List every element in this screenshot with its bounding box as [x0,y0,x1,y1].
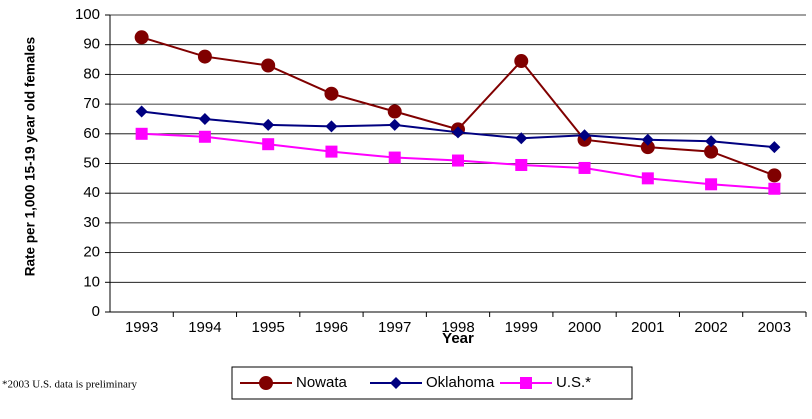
marker [325,145,338,158]
y-tick-label: 100 [75,6,100,23]
y-tick-label: 40 [83,184,100,201]
y-tick-label: 50 [83,154,100,171]
marker [325,120,338,133]
y-tick-label: 20 [83,244,100,261]
x-tick-label: 2000 [568,319,601,336]
y-axis-label: Rate per 1,000 15-19 year old females [22,36,38,277]
marker [705,178,718,191]
marker [767,168,782,183]
marker [198,130,211,143]
marker [197,49,212,64]
marker [520,377,532,389]
x-tick-label: 1998 [441,319,474,336]
marker [324,86,339,101]
marker [388,151,401,164]
y-tick-label: 30 [83,214,100,231]
x-tick-label: 2002 [694,319,727,336]
x-tick-label: 1999 [505,319,538,336]
marker [641,133,654,146]
x-tick-label: 2001 [631,319,664,336]
marker [262,138,275,151]
marker [705,135,718,148]
x-tick-label: 2003 [758,319,791,336]
footnote: *2003 U.S. data is preliminary [2,379,138,391]
y-tick-label: 60 [83,125,100,142]
marker [452,126,464,139]
marker [578,161,591,174]
y-tick-label: 70 [83,95,100,112]
marker [259,376,273,390]
marker [641,172,654,185]
marker [515,158,528,171]
legend-label: U.S.* [556,374,591,391]
x-tick-label: 1996 [315,319,348,336]
marker [768,182,781,195]
marker [135,105,148,118]
marker [390,377,402,389]
x-tick-label: 1993 [125,319,158,336]
marker [262,118,275,131]
legend-label: Nowata [296,374,348,391]
y-tick-label: 80 [83,65,100,82]
marker [578,129,591,142]
y-tick-label: 90 [83,36,100,53]
legend-label: Oklahoma [426,374,495,391]
marker [514,54,529,69]
y-tick-label: 10 [83,273,100,290]
marker [515,132,528,145]
marker [261,58,276,73]
marker [768,141,781,154]
marker [452,154,464,167]
marker [134,30,149,45]
legend-box [231,366,633,400]
x-tick-label: 1997 [378,319,411,336]
x-tick-label: 1995 [251,319,284,336]
marker [198,112,211,125]
marker [135,127,148,140]
marker [387,104,402,119]
x-axis-label: Year [442,330,474,347]
marker [388,118,401,131]
y-tick-label: 0 [92,303,100,320]
x-tick-label: 1994 [188,319,221,336]
